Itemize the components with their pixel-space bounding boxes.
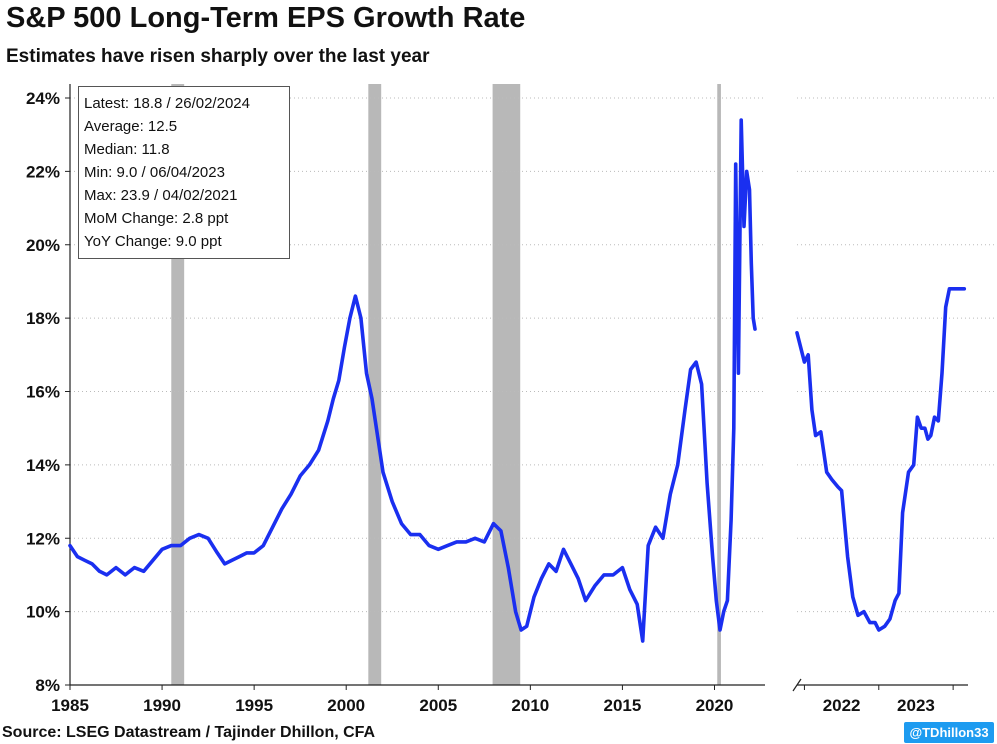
twitter-handle-badge[interactable]: @TDhillon33 [904, 722, 994, 743]
stat-min: Min: 9.0 / 06/04/2023 [84, 164, 225, 181]
stats-box: Latest: 18.8 / 26/02/2024 Average: 12.5 … [78, 86, 290, 259]
series [68, 118, 967, 643]
eps-growth-line-main [68, 118, 757, 643]
eps-growth-line-zoom [795, 286, 967, 632]
y-tick-label-4: 16% [26, 383, 60, 402]
stat-yoy: YoY Change: 9.0 ppt [84, 233, 222, 250]
zoom-x-tick-label-0: 2022 [823, 696, 861, 715]
y-tick-label-3: 14% [26, 456, 60, 475]
x-tick-label-1: 1990 [143, 696, 181, 715]
axis-break-mark [792, 678, 802, 692]
stat-latest: Latest: 18.8 / 26/02/2024 [84, 95, 250, 112]
source-note: Source: LSEG Datastream / Tajinder Dhill… [2, 724, 376, 741]
x-tick-label-7: 2020 [696, 696, 734, 715]
stat-median: Median: 11.8 [84, 141, 170, 158]
x-tick-label-4: 2005 [419, 696, 457, 715]
x-tick-label-3: 2000 [327, 696, 365, 715]
x-tick-label-0: 1985 [51, 696, 89, 715]
x-tick-label-2: 1995 [235, 696, 273, 715]
tick-labels: 8% 10% 12% 14% 16% 18% 20% 22% 24% 1985 1990 1995 20… [26, 89, 935, 715]
y-tick-label-5: 18% [26, 309, 60, 328]
recession-band-3 [717, 84, 721, 685]
chart-subtitle: Estimates have risen sharply over the la… [6, 46, 430, 67]
chart-title: S&P 500 Long-Term EPS Growth Rate [6, 2, 526, 34]
x-tick-label-6: 2015 [604, 696, 642, 715]
x-tick-label-5: 2010 [511, 696, 549, 715]
y-tick-label-7: 22% [26, 162, 60, 181]
y-tick-label-2: 12% [26, 529, 60, 548]
stat-average: Average: 12.5 [84, 118, 178, 135]
y-tick-label-0: 8% [35, 676, 60, 695]
axes [65, 84, 968, 692]
zoom-x-tick-label-1: 2023 [897, 696, 935, 715]
y-tick-label-8: 24% [26, 89, 60, 108]
y-tick-label-6: 20% [26, 236, 60, 255]
stat-max: Max: 23.9 / 04/02/2021 [84, 187, 238, 204]
y-tick-label-1: 10% [26, 603, 60, 622]
stat-mom: MoM Change: 2.8 ppt [84, 210, 229, 227]
recession-band-2 [492, 84, 521, 685]
recession-band-1 [368, 84, 382, 685]
